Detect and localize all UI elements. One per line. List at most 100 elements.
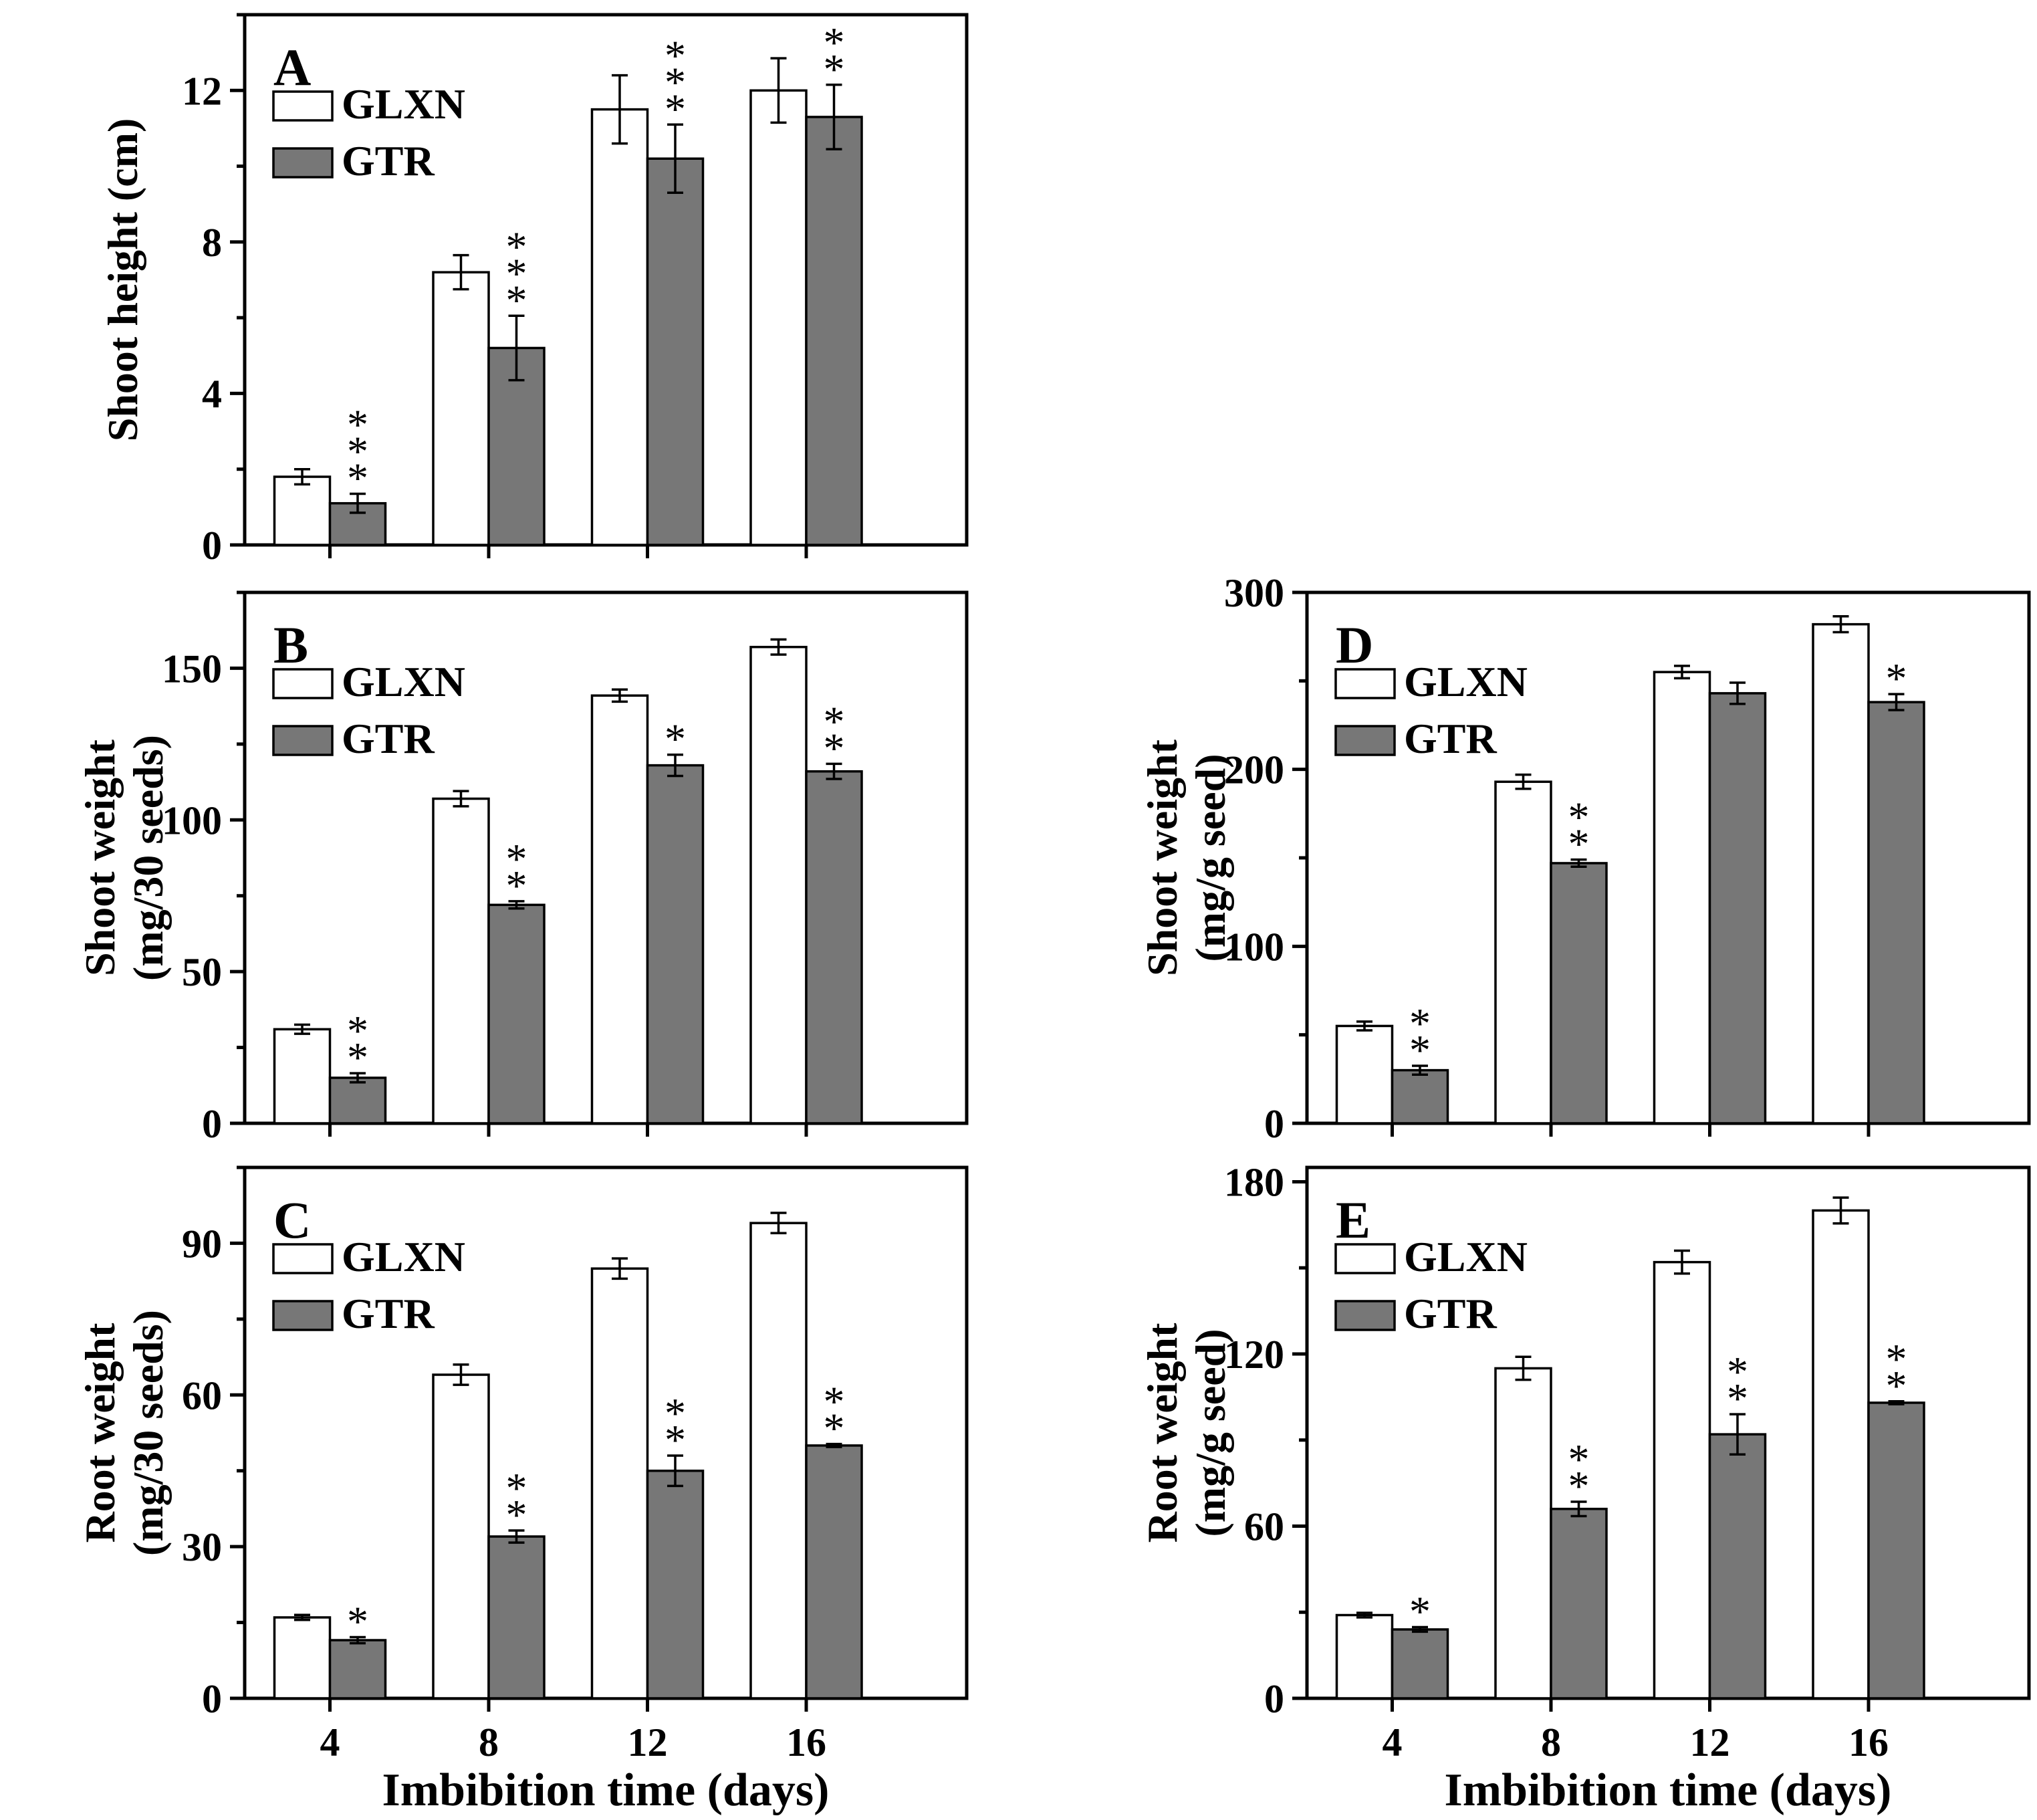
legend: GLXN GTR — [272, 658, 465, 762]
panel-label: D — [1336, 616, 1373, 674]
y-tick-label: 60 — [1244, 1504, 1284, 1549]
legend-swatch-gtr — [272, 1300, 334, 1331]
bar-glxn-16 — [1812, 622, 1870, 1125]
bar-gtr-4 — [328, 1639, 387, 1700]
significance-star: * — [1886, 1335, 1907, 1383]
bar-gtr-4 — [1391, 1068, 1449, 1125]
legend-label-glxn: GLXN — [342, 658, 465, 705]
legend-label-glxn: GLXN — [1404, 658, 1528, 705]
bar-glxn-16 — [749, 645, 808, 1125]
y-tick-label: 180 — [1224, 1160, 1284, 1204]
y-tick-label: 150 — [162, 647, 222, 691]
y-axis-label-line: (mg/30 seeds) — [124, 1310, 172, 1556]
legend-swatch-glxn — [272, 1243, 334, 1274]
significance-star: * — [1568, 1436, 1590, 1483]
significance-star: * — [506, 1491, 527, 1539]
y-axis-label-line: (mg/30 seeds) — [124, 735, 172, 981]
significance-star: * — [1409, 1588, 1431, 1635]
y-tick-label: 50 — [182, 950, 222, 994]
bar-glxn-8 — [432, 271, 490, 546]
significance-star: * — [347, 1034, 368, 1081]
y-tick-label: 12 — [182, 69, 222, 113]
y-axis-label-line: (mg/g seed) — [1187, 1329, 1234, 1537]
y-tick-label: 0 — [202, 1102, 222, 1146]
bar-glxn-8 — [1494, 1367, 1552, 1700]
significance-marker: ** — [1568, 1436, 1590, 1510]
bar-glxn-16 — [749, 89, 808, 546]
significance-star: * — [347, 455, 368, 502]
significance-marker: ** — [1409, 1000, 1431, 1074]
bar-gtr-12 — [646, 157, 705, 546]
legend: GLXN GTR — [1334, 1233, 1528, 1337]
y-tick-label: 100 — [1224, 925, 1284, 969]
x-tick-label: 4 — [1383, 1720, 1403, 1765]
significance-star: * — [824, 1378, 845, 1426]
legend-swatch-gtr — [1334, 1300, 1396, 1331]
y-axis-label: Root weight(mg/g seed) — [1139, 1323, 1234, 1543]
significance-star: * — [665, 1416, 686, 1464]
significance-star: * — [824, 1405, 845, 1452]
y-tick-label: 90 — [182, 1222, 222, 1266]
bar-gtr-4 — [328, 1076, 387, 1125]
significance-marker: *** — [506, 223, 527, 324]
significance-star: * — [347, 1007, 368, 1054]
y-axis-label: Shoot height (cm) — [99, 118, 146, 442]
significance-star: * — [1409, 1026, 1431, 1074]
y-tick-label: 0 — [202, 524, 222, 568]
bar-gtr-8 — [1550, 1507, 1608, 1700]
y-tick-label: 8 — [202, 221, 222, 265]
y-axis-label-line: Shoot weight — [1139, 739, 1186, 976]
legend-swatch-glxn — [1334, 668, 1396, 699]
panel-label: C — [273, 1191, 311, 1249]
bar-glxn-12 — [590, 108, 649, 546]
x-tick-label: 8 — [1541, 1720, 1561, 1765]
bar-glxn-4 — [273, 1028, 332, 1125]
y-axis-label-line: Root weight — [1139, 1323, 1186, 1543]
y-tick-label: 200 — [1224, 748, 1284, 792]
significance-star: * — [665, 31, 686, 79]
significance-marker: ** — [1886, 1335, 1907, 1409]
y-axis-label: Shoot weight(mg/30 seeds) — [76, 735, 172, 981]
y-tick-label: 300 — [1224, 571, 1284, 615]
significance-star: * — [665, 1389, 686, 1437]
significance-star: * — [1886, 1362, 1907, 1409]
y-tick-label: 100 — [162, 798, 222, 842]
significance-marker: * — [1886, 655, 1907, 702]
legend-swatch-glxn — [272, 668, 334, 699]
significance-star: * — [506, 1464, 527, 1512]
x-axis-label: Imbibition time (days) — [1445, 1765, 1892, 1816]
significance-star: * — [1568, 794, 1590, 841]
significance-marker: ** — [824, 697, 845, 772]
x-tick-label: 16 — [786, 1720, 826, 1765]
significance-star: * — [824, 45, 845, 93]
y-tick-label: 0 — [1264, 1102, 1284, 1146]
y-axis-label-line: (mg/g seed) — [1187, 754, 1234, 961]
significance-marker: *** — [665, 31, 686, 132]
x-tick-label: 16 — [1848, 1720, 1889, 1765]
significance-marker: *** — [347, 401, 368, 502]
y-axis-label: Shoot weight(mg/g seed) — [1139, 739, 1234, 976]
legend-label-gtr: GTR — [342, 137, 435, 185]
bar-glxn-8 — [432, 797, 490, 1125]
y-tick-label: 4 — [202, 372, 222, 416]
bar-gtr-8 — [487, 1535, 546, 1700]
y-tick-label: 60 — [182, 1373, 222, 1417]
y-tick-label: 0 — [202, 1677, 222, 1721]
significance-star: * — [506, 249, 527, 297]
legend-swatch-gtr — [1334, 725, 1396, 756]
y-axis-label-line: Shoot height (cm) — [99, 118, 146, 442]
panel-label: E — [1336, 1191, 1370, 1249]
significance-marker: ** — [506, 1464, 527, 1539]
significance-star: * — [1568, 820, 1590, 868]
significance-star: * — [1886, 655, 1907, 702]
legend-label-glxn: GLXN — [1404, 1233, 1528, 1280]
bar-glxn-12 — [1653, 671, 1711, 1125]
bar-gtr-16 — [1867, 701, 1925, 1125]
significance-marker: ** — [1727, 1348, 1748, 1422]
y-axis-label-line: Shoot weight — [76, 739, 124, 976]
bar-glxn-12 — [590, 694, 649, 1125]
